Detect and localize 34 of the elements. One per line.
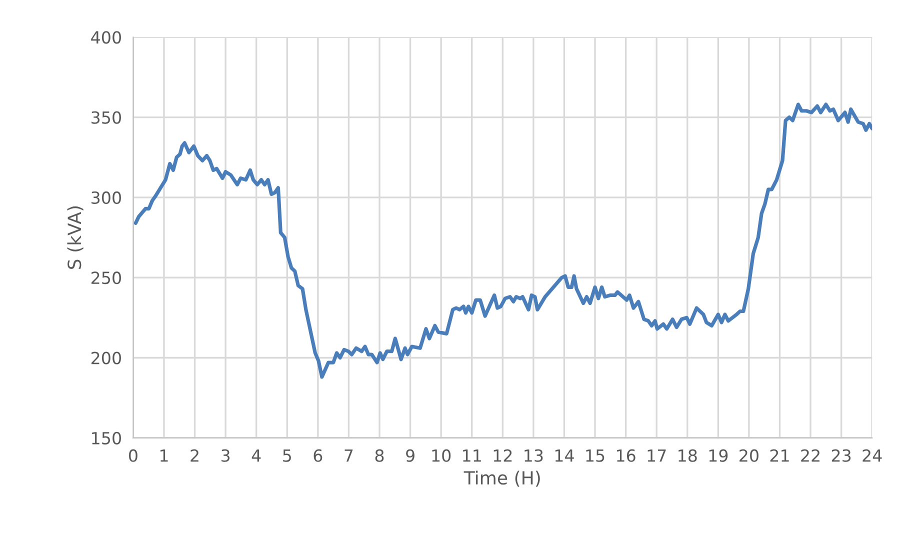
x-tick-label: 22 <box>801 449 820 462</box>
x-tick-label: 23 <box>832 449 851 462</box>
y-tick-label: 150 <box>92 432 121 444</box>
x-tick-label: 0 <box>128 449 138 462</box>
x-tick-label: 17 <box>648 450 666 462</box>
x-tick-label: 24 <box>862 449 882 462</box>
x-tick-label: 2 <box>190 449 198 462</box>
x-tick-label: 11 <box>463 450 481 462</box>
x-tick-label: 9 <box>406 449 414 462</box>
x-tick-label: 21 <box>770 449 789 462</box>
x-tick-label: 19 <box>709 449 728 462</box>
y-tick-label: 400 <box>91 31 121 44</box>
y-tick-label: 250 <box>92 272 121 284</box>
x-tick-label: 5 <box>283 450 291 462</box>
x-tick-label: 16 <box>617 449 636 462</box>
x-axis-title: Time (H) <box>464 470 540 487</box>
x-tick-label: 6 <box>314 449 322 462</box>
x-tick-label: 3 <box>222 449 230 462</box>
x-tick-label: 15 <box>586 450 604 462</box>
x-tick-label: 8 <box>375 449 384 462</box>
x-tick-label: 10 <box>432 449 451 462</box>
x-tick-label: 13 <box>524 449 543 462</box>
x-tick-label: 1 <box>160 450 168 462</box>
line-series <box>134 102 872 379</box>
x-tick-label: 4 <box>252 450 261 462</box>
y-tick-label: 350 <box>92 111 121 124</box>
y-tick-label: 200 <box>92 352 121 364</box>
y-axis-title: S (kVA) <box>67 206 84 269</box>
x-tick-label: 18 <box>678 449 697 462</box>
x-tick-label: 7 <box>344 450 353 462</box>
x-tick-label: 14 <box>555 450 574 462</box>
y-tick-label: 300 <box>92 191 121 204</box>
x-tick-label: 20 <box>740 449 758 462</box>
x-tick-label: 12 <box>494 449 512 462</box>
